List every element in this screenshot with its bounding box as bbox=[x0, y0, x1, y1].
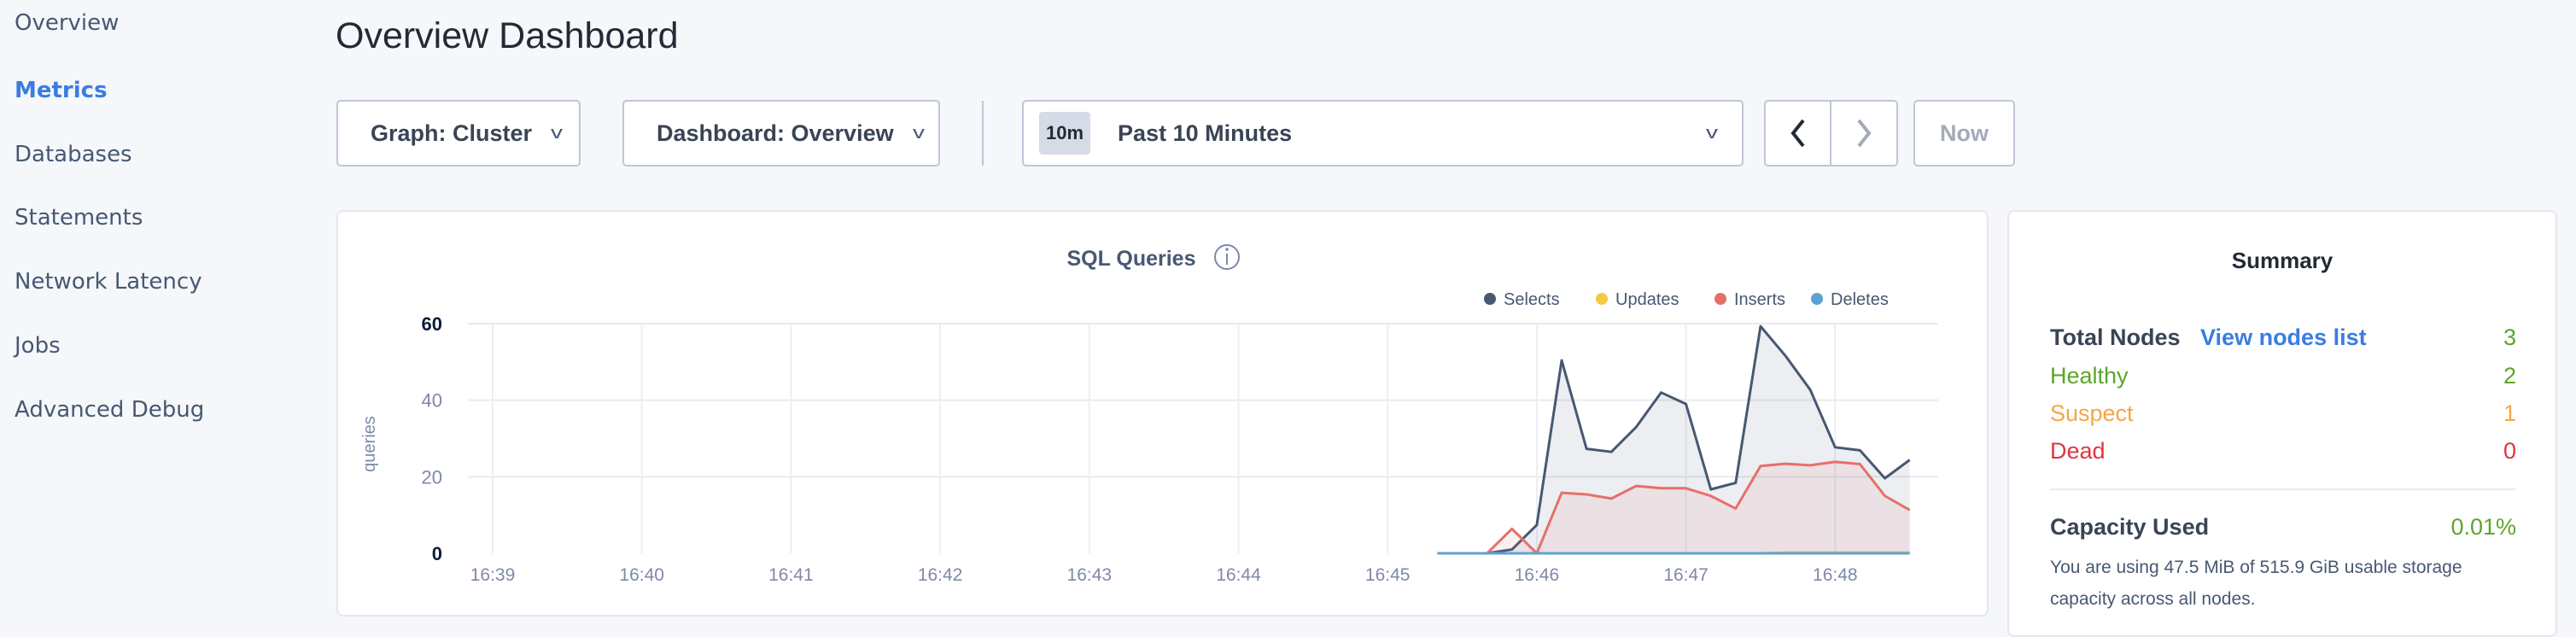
capacity-label: Capacity Used bbox=[2050, 514, 2210, 540]
chevron-down-icon: v bbox=[1706, 123, 1718, 143]
series-line-inserts bbox=[1437, 460, 1911, 555]
healthy-label: Healthy bbox=[2050, 363, 2129, 389]
now-button[interactable]: Now bbox=[1913, 100, 2015, 167]
dead-label: Dead bbox=[2050, 438, 2106, 464]
legend-dot-selects bbox=[1484, 293, 1496, 305]
dead-value: 0 bbox=[2503, 438, 2516, 464]
sidebar-item-overview[interactable]: Overview bbox=[15, 10, 120, 36]
graph-select-label: Graph: Cluster bbox=[371, 120, 533, 146]
y-axis-label: queries bbox=[360, 416, 379, 472]
x-tick-label: 16:48 bbox=[1813, 565, 1858, 585]
suspect-label: Suspect bbox=[2050, 400, 2134, 426]
capacity-description: You are using 47.5 MiB of 515.9 GiB usab… bbox=[2050, 558, 2462, 609]
healthy-row: Healthy 2 bbox=[2050, 363, 2516, 389]
sql-queries-chart: SQL Queries queries 0 20 40 60 16:39 16:40 16:… bbox=[360, 244, 1938, 585]
y-tick-label: 60 bbox=[422, 313, 442, 335]
x-tick-label: 16:39 bbox=[470, 565, 516, 585]
series-line-selects bbox=[1437, 324, 1911, 555]
capacity-value: 0.01% bbox=[2450, 514, 2516, 540]
sql-queries-chart-card bbox=[336, 210, 1989, 617]
x-tick-label: 16:40 bbox=[619, 565, 664, 585]
dashboard-select-label: Dashboard: Overview bbox=[657, 120, 894, 146]
x-tick-label: 16:44 bbox=[1216, 565, 1261, 585]
view-nodes-list-link[interactable]: View nodes list bbox=[2200, 324, 2367, 350]
healthy-value: 2 bbox=[2503, 363, 2516, 389]
total-nodes-row: Total Nodes View nodes list 3 bbox=[2050, 324, 2516, 351]
sidebar-item-network-latency[interactable]: Network Latency bbox=[15, 269, 202, 295]
sidebar-item-databases[interactable]: Databases bbox=[15, 142, 132, 167]
legend-label-updates: Updates bbox=[1615, 290, 1679, 309]
summary-divider bbox=[2050, 488, 2516, 490]
chart-title: SQL Queries bbox=[1067, 247, 1196, 271]
dead-row: Dead 0 bbox=[2050, 438, 2516, 465]
summary-card: Summary Total Nodes View nodes list 3 He… bbox=[2007, 210, 2557, 637]
chevron-down-icon: v bbox=[912, 123, 925, 143]
suspect-value: 1 bbox=[2503, 400, 2516, 426]
legend-dot-updates bbox=[1596, 293, 1608, 305]
info-icon[interactable] bbox=[1214, 244, 1240, 270]
sidebar-item-statements[interactable]: Statements bbox=[15, 205, 143, 231]
x-tick-label: 16:42 bbox=[918, 565, 963, 585]
total-nodes-label: Total Nodes bbox=[2050, 324, 2181, 350]
legend-dot-deletes bbox=[1811, 293, 1823, 305]
legend-label-selects: Selects bbox=[1504, 290, 1560, 309]
time-range-label: Past 10 Minutes bbox=[1118, 120, 1293, 146]
sidebar-item-jobs[interactable]: Jobs bbox=[15, 333, 61, 359]
x-tick-label: 16:47 bbox=[1663, 565, 1709, 585]
dashboard-select[interactable]: Dashboard: Overview v bbox=[622, 100, 940, 167]
y-tick-label: 0 bbox=[432, 543, 442, 564]
toolbar-divider bbox=[982, 101, 984, 166]
legend-label-deletes: Deletes bbox=[1831, 290, 1889, 309]
x-tick-label: 16:45 bbox=[1365, 565, 1411, 585]
y-tick-label: 20 bbox=[422, 466, 442, 488]
graph-select[interactable]: Graph: Cluster v bbox=[336, 100, 581, 167]
next-time-button[interactable] bbox=[1831, 102, 1896, 165]
chevron-right-icon bbox=[1857, 119, 1872, 148]
x-tick-label: 16:43 bbox=[1067, 565, 1113, 585]
total-nodes-value: 3 bbox=[2503, 324, 2516, 350]
page-title: Overview Dashboard bbox=[336, 15, 679, 56]
previous-time-button[interactable] bbox=[1766, 102, 1831, 165]
x-tick-label: 16:41 bbox=[768, 565, 814, 585]
suspect-row: Suspect 1 bbox=[2050, 400, 2516, 427]
chevron-down-icon: v bbox=[551, 123, 564, 143]
legend-dot-inserts bbox=[1714, 293, 1726, 305]
sidebar-item-metrics[interactable]: Metrics bbox=[15, 78, 108, 103]
chevron-left-icon bbox=[1790, 119, 1805, 148]
time-range-badge: 10m bbox=[1039, 112, 1091, 155]
summary-title: Summary bbox=[2231, 248, 2334, 273]
series-area-inserts bbox=[1437, 461, 1910, 553]
capacity-row: Capacity Used 0.01% bbox=[2050, 514, 2516, 541]
time-nav-buttons bbox=[1764, 100, 1898, 167]
sidebar-item-advanced-debug[interactable]: Advanced Debug bbox=[15, 397, 205, 423]
x-tick-label: 16:46 bbox=[1515, 565, 1560, 585]
y-tick-label: 40 bbox=[422, 390, 442, 412]
time-range-select[interactable]: 10m Past 10 Minutes v bbox=[1022, 100, 1744, 167]
legend-label-inserts: Inserts bbox=[1734, 290, 1785, 309]
series-area-selects bbox=[1437, 326, 1910, 553]
